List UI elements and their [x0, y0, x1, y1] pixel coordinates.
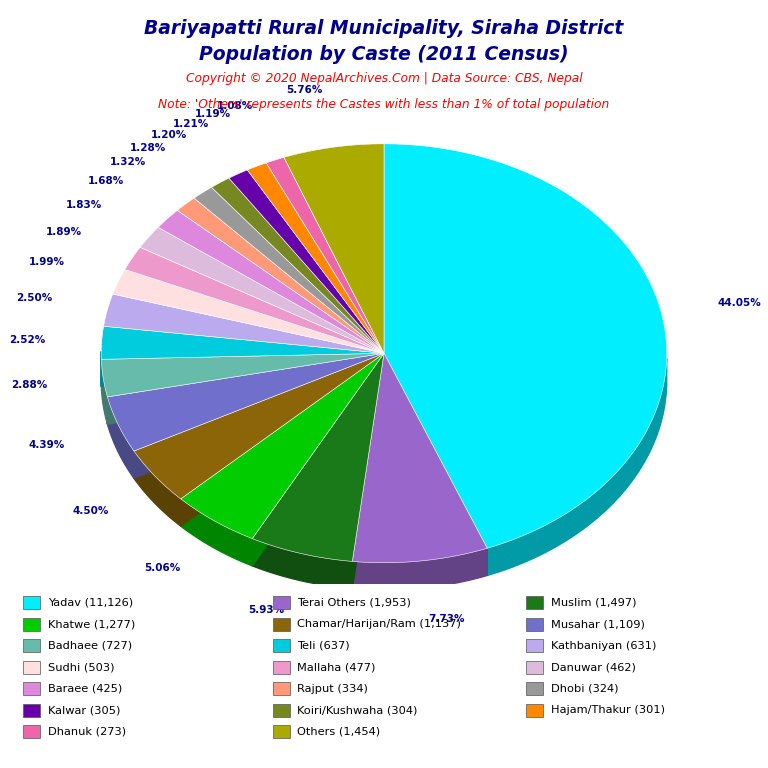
- Text: Danuwar (462): Danuwar (462): [551, 662, 636, 673]
- Text: Rajput (334): Rajput (334): [297, 684, 368, 694]
- Text: 2.50%: 2.50%: [16, 293, 52, 303]
- Polygon shape: [266, 157, 384, 353]
- Text: 1.28%: 1.28%: [130, 143, 167, 153]
- Polygon shape: [180, 499, 252, 566]
- Text: Hajam/Thakur (301): Hajam/Thakur (301): [551, 705, 664, 716]
- Polygon shape: [229, 170, 384, 353]
- Text: Mallaha (477): Mallaha (477): [297, 662, 376, 673]
- Polygon shape: [108, 397, 134, 478]
- Polygon shape: [211, 178, 384, 353]
- Text: Terai Others (1,953): Terai Others (1,953): [297, 598, 411, 608]
- Text: 1.32%: 1.32%: [110, 157, 146, 167]
- Text: Others (1,454): Others (1,454): [297, 727, 380, 737]
- Text: Teli (637): Teli (637): [297, 641, 350, 651]
- Polygon shape: [384, 144, 667, 548]
- Polygon shape: [101, 326, 384, 359]
- Polygon shape: [247, 163, 384, 353]
- Polygon shape: [134, 353, 384, 478]
- Text: 44.05%: 44.05%: [717, 299, 761, 309]
- Text: Bariyapatti Rural Municipality, Siraha District: Bariyapatti Rural Municipality, Siraha D…: [144, 19, 624, 38]
- Text: Yadav (11,126): Yadav (11,126): [48, 598, 133, 608]
- Text: Muslim (1,497): Muslim (1,497): [551, 598, 636, 608]
- Polygon shape: [101, 359, 108, 424]
- Text: 7.73%: 7.73%: [429, 614, 465, 624]
- Text: 4.50%: 4.50%: [73, 505, 109, 515]
- Polygon shape: [353, 353, 384, 588]
- Polygon shape: [384, 353, 487, 575]
- Polygon shape: [125, 247, 384, 353]
- Polygon shape: [180, 353, 384, 538]
- Text: Badhaee (727): Badhaee (727): [48, 641, 132, 651]
- Text: Khatwe (1,277): Khatwe (1,277): [48, 619, 135, 630]
- Polygon shape: [134, 451, 180, 526]
- Text: Dhanuk (273): Dhanuk (273): [48, 727, 126, 737]
- Polygon shape: [252, 353, 384, 561]
- Text: Baraee (425): Baraee (425): [48, 684, 122, 694]
- Text: 1.08%: 1.08%: [217, 101, 253, 111]
- Text: Copyright © 2020 NepalArchives.Com | Data Source: CBS, Nepal: Copyright © 2020 NepalArchives.Com | Dat…: [186, 72, 582, 85]
- Polygon shape: [284, 144, 384, 353]
- Text: Sudhi (503): Sudhi (503): [48, 662, 114, 673]
- Text: Population by Caste (2011 Census): Population by Caste (2011 Census): [199, 45, 569, 64]
- Text: Kalwar (305): Kalwar (305): [48, 705, 120, 716]
- Text: 2.88%: 2.88%: [11, 380, 47, 390]
- Polygon shape: [194, 187, 384, 353]
- Text: 2.52%: 2.52%: [9, 335, 45, 345]
- Text: 1.89%: 1.89%: [45, 227, 81, 237]
- Text: 1.68%: 1.68%: [88, 176, 124, 186]
- Polygon shape: [177, 198, 384, 353]
- Polygon shape: [158, 210, 384, 353]
- Text: 4.39%: 4.39%: [28, 439, 65, 449]
- Polygon shape: [252, 353, 384, 566]
- Text: Koiri/Kushwaha (304): Koiri/Kushwaha (304): [297, 705, 418, 716]
- Text: 1.21%: 1.21%: [173, 119, 209, 129]
- Polygon shape: [384, 353, 487, 575]
- Polygon shape: [101, 353, 384, 386]
- Polygon shape: [108, 353, 384, 424]
- Text: 5.06%: 5.06%: [144, 563, 180, 573]
- Polygon shape: [108, 353, 384, 451]
- Text: Note: 'Others' represents the Castes with less than 1% of total population: Note: 'Others' represents the Castes wit…: [158, 98, 610, 111]
- Polygon shape: [353, 548, 487, 590]
- Text: 5.76%: 5.76%: [286, 84, 323, 94]
- Text: Kathbaniyan (631): Kathbaniyan (631): [551, 641, 656, 651]
- Polygon shape: [108, 353, 384, 424]
- Polygon shape: [101, 353, 384, 397]
- Polygon shape: [353, 353, 384, 588]
- Polygon shape: [134, 353, 384, 499]
- Polygon shape: [113, 270, 384, 353]
- Text: Chamar/Harijan/Ram (1,137): Chamar/Harijan/Ram (1,137): [297, 619, 461, 630]
- Text: Musahar (1,109): Musahar (1,109): [551, 619, 644, 630]
- Text: Dhobi (324): Dhobi (324): [551, 684, 618, 694]
- Text: 1.83%: 1.83%: [65, 200, 101, 210]
- Polygon shape: [252, 353, 384, 566]
- Polygon shape: [134, 353, 384, 478]
- Text: 1.19%: 1.19%: [195, 109, 231, 119]
- Polygon shape: [252, 538, 353, 588]
- Text: 1.20%: 1.20%: [151, 130, 187, 140]
- Polygon shape: [180, 353, 384, 526]
- Polygon shape: [140, 227, 384, 353]
- Text: 1.99%: 1.99%: [29, 257, 65, 266]
- Polygon shape: [180, 353, 384, 526]
- Polygon shape: [104, 294, 384, 353]
- Polygon shape: [101, 353, 384, 386]
- Polygon shape: [353, 353, 487, 563]
- Text: 5.93%: 5.93%: [248, 604, 284, 614]
- Polygon shape: [487, 359, 667, 575]
